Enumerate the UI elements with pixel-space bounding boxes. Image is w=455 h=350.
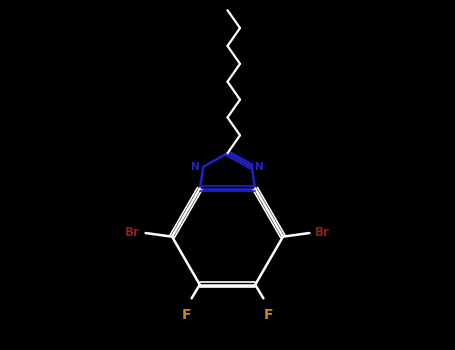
- Text: F: F: [264, 308, 273, 322]
- Text: N: N: [192, 162, 200, 172]
- Text: Br: Br: [125, 226, 140, 239]
- Text: F: F: [182, 308, 191, 322]
- Text: Br: Br: [315, 226, 330, 239]
- Text: N: N: [255, 162, 263, 172]
